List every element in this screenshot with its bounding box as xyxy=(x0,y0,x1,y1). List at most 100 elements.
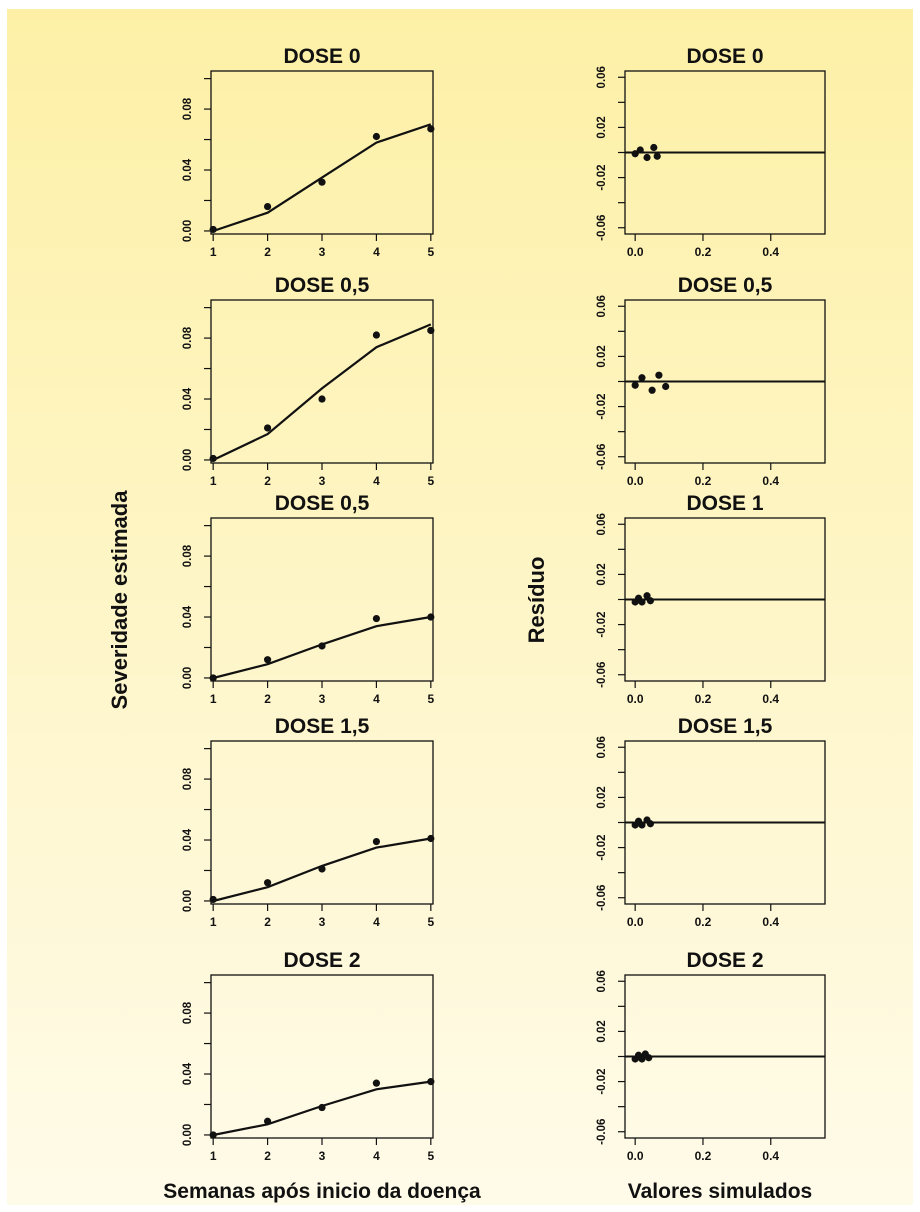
observed-point xyxy=(263,424,272,432)
left-y-axis-label: Severidade estimada xyxy=(107,490,132,710)
y-tick-label: -0.02 xyxy=(596,1068,608,1094)
observed-point xyxy=(427,326,435,335)
right-5-panel: DOSE 2 0.0 0.2 0.4 -0.06 -0.02 0.02 0.06 xyxy=(596,949,826,1163)
observed-point xyxy=(318,178,326,186)
x-tick-label: 1 xyxy=(210,1149,217,1163)
y-tick-label: 0.08 xyxy=(182,544,194,567)
residual-point xyxy=(638,598,646,606)
x-tick-label: 0.4 xyxy=(762,915,779,929)
x-tick-label: 1 xyxy=(210,915,217,929)
panel-title: DOSE 0 xyxy=(686,45,763,68)
x-tick-label: 5 xyxy=(427,245,434,259)
y-tick-label: -0.02 xyxy=(596,834,608,860)
x-tick-label: 0.2 xyxy=(695,474,712,488)
x-tick-label: 0.0 xyxy=(627,245,644,259)
y-tick-label: 0.06 xyxy=(596,736,608,758)
x-tick-label: 1 xyxy=(210,245,217,259)
panel-title: DOSE 1,5 xyxy=(678,715,773,738)
x-tick-label: 5 xyxy=(427,1149,434,1163)
y-tick-label: 0.06 xyxy=(596,970,608,992)
residual-point xyxy=(631,150,639,158)
observed-point xyxy=(318,395,326,403)
x-tick-label: 0.4 xyxy=(762,245,779,259)
x-tick-label: 1 xyxy=(210,474,217,488)
y-tick-label: 0.00 xyxy=(182,890,194,912)
observed-point xyxy=(263,656,272,664)
y-tick-label: -0.02 xyxy=(596,164,608,190)
observed-point xyxy=(427,125,435,133)
residual-point xyxy=(636,146,644,154)
residual-point xyxy=(631,381,639,389)
y-tick-label: 0.02 xyxy=(596,786,608,808)
y-tick-label: 0.00 xyxy=(182,220,194,242)
x-tick-label: 3 xyxy=(319,692,326,706)
residual-point xyxy=(638,821,646,829)
y-tick-label: 0.02 xyxy=(596,563,608,585)
x-tick-label: 0.2 xyxy=(695,692,712,706)
residual-point xyxy=(645,1054,653,1062)
observed-point xyxy=(263,1117,272,1125)
residual-point xyxy=(653,152,661,160)
x-tick-label: 5 xyxy=(427,474,434,488)
fitted-curve xyxy=(212,323,432,461)
panel-title: DOSE 2 xyxy=(686,949,763,972)
panel-title: DOSE 0 xyxy=(283,45,360,68)
panel-title: DOSE 2 xyxy=(283,949,360,972)
x-tick-label: 4 xyxy=(373,1149,380,1163)
x-tick-label: 5 xyxy=(427,915,434,929)
residual-point xyxy=(650,143,658,152)
left-4-panel: DOSE 1,5 1 2 3 4 5 0.00 0.04 0.08 xyxy=(182,715,434,929)
y-tick-label: -0.06 xyxy=(596,215,608,241)
fitted-curve xyxy=(212,123,432,233)
y-tick-label: 0.08 xyxy=(182,97,194,120)
x-tick-label: 4 xyxy=(373,692,380,706)
y-tick-label: 0.04 xyxy=(182,387,194,410)
y-tick-label: 0.08 xyxy=(182,1001,194,1024)
panel-title: DOSE 1 xyxy=(686,492,763,515)
x-tick-label: 4 xyxy=(373,474,380,488)
x-tick-label: 0.2 xyxy=(695,1149,712,1163)
x-tick-label: 0.0 xyxy=(627,692,644,706)
observed-point xyxy=(209,1131,217,1139)
x-tick-label: 2 xyxy=(264,1149,271,1163)
x-tick-label: 0.4 xyxy=(762,474,779,488)
observed-point xyxy=(372,837,381,846)
observed-point xyxy=(209,454,217,463)
x-tick-label: 2 xyxy=(264,915,271,929)
y-tick-label: 0.06 xyxy=(596,66,608,88)
panel-title: DOSE 0,5 xyxy=(678,274,773,297)
residual-point xyxy=(646,820,655,828)
observed-point xyxy=(372,132,381,141)
observed-point xyxy=(263,879,272,887)
y-tick-label: -0.06 xyxy=(596,1119,608,1145)
x-tick-label: 0.0 xyxy=(627,915,644,929)
x-tick-label: 0.0 xyxy=(627,474,644,488)
y-tick-label: 0.08 xyxy=(182,326,194,349)
right-3-panel: DOSE 1 0.0 0.2 0.4 -0.06 -0.02 0.02 0.06 xyxy=(596,492,826,706)
y-tick-label: 0.02 xyxy=(596,345,608,367)
residual-point xyxy=(638,374,646,382)
x-tick-label: 5 xyxy=(427,692,434,706)
x-tick-label: 3 xyxy=(319,1149,326,1163)
y-tick-label: 0.00 xyxy=(182,1124,194,1146)
y-tick-label: 0.00 xyxy=(182,449,194,471)
left-x-axis-label: Semanas após inicio da doença xyxy=(163,1180,481,1203)
observed-point xyxy=(209,895,217,904)
left-1-panel: DOSE 0 1 2 3 4 5 0.00 0.04 0.08 xyxy=(182,45,434,259)
figure-background xyxy=(7,9,913,1205)
x-tick-label: 0.0 xyxy=(627,1149,644,1163)
panel-title: DOSE 0,5 xyxy=(275,274,370,297)
plot-frame xyxy=(210,299,434,464)
observed-point xyxy=(372,331,381,339)
y-tick-label: -0.06 xyxy=(596,662,608,688)
y-tick-label: 0.02 xyxy=(596,1020,608,1042)
residual-point xyxy=(662,382,670,391)
residual-point xyxy=(655,371,663,379)
right-1-panel: DOSE 0 0.0 0.2 0.4 -0.06 -0.02 0.02 0.06 xyxy=(596,45,826,259)
x-tick-label: 0.4 xyxy=(762,1149,779,1163)
x-tick-label: 0.2 xyxy=(695,245,712,259)
observed-point xyxy=(427,834,435,843)
